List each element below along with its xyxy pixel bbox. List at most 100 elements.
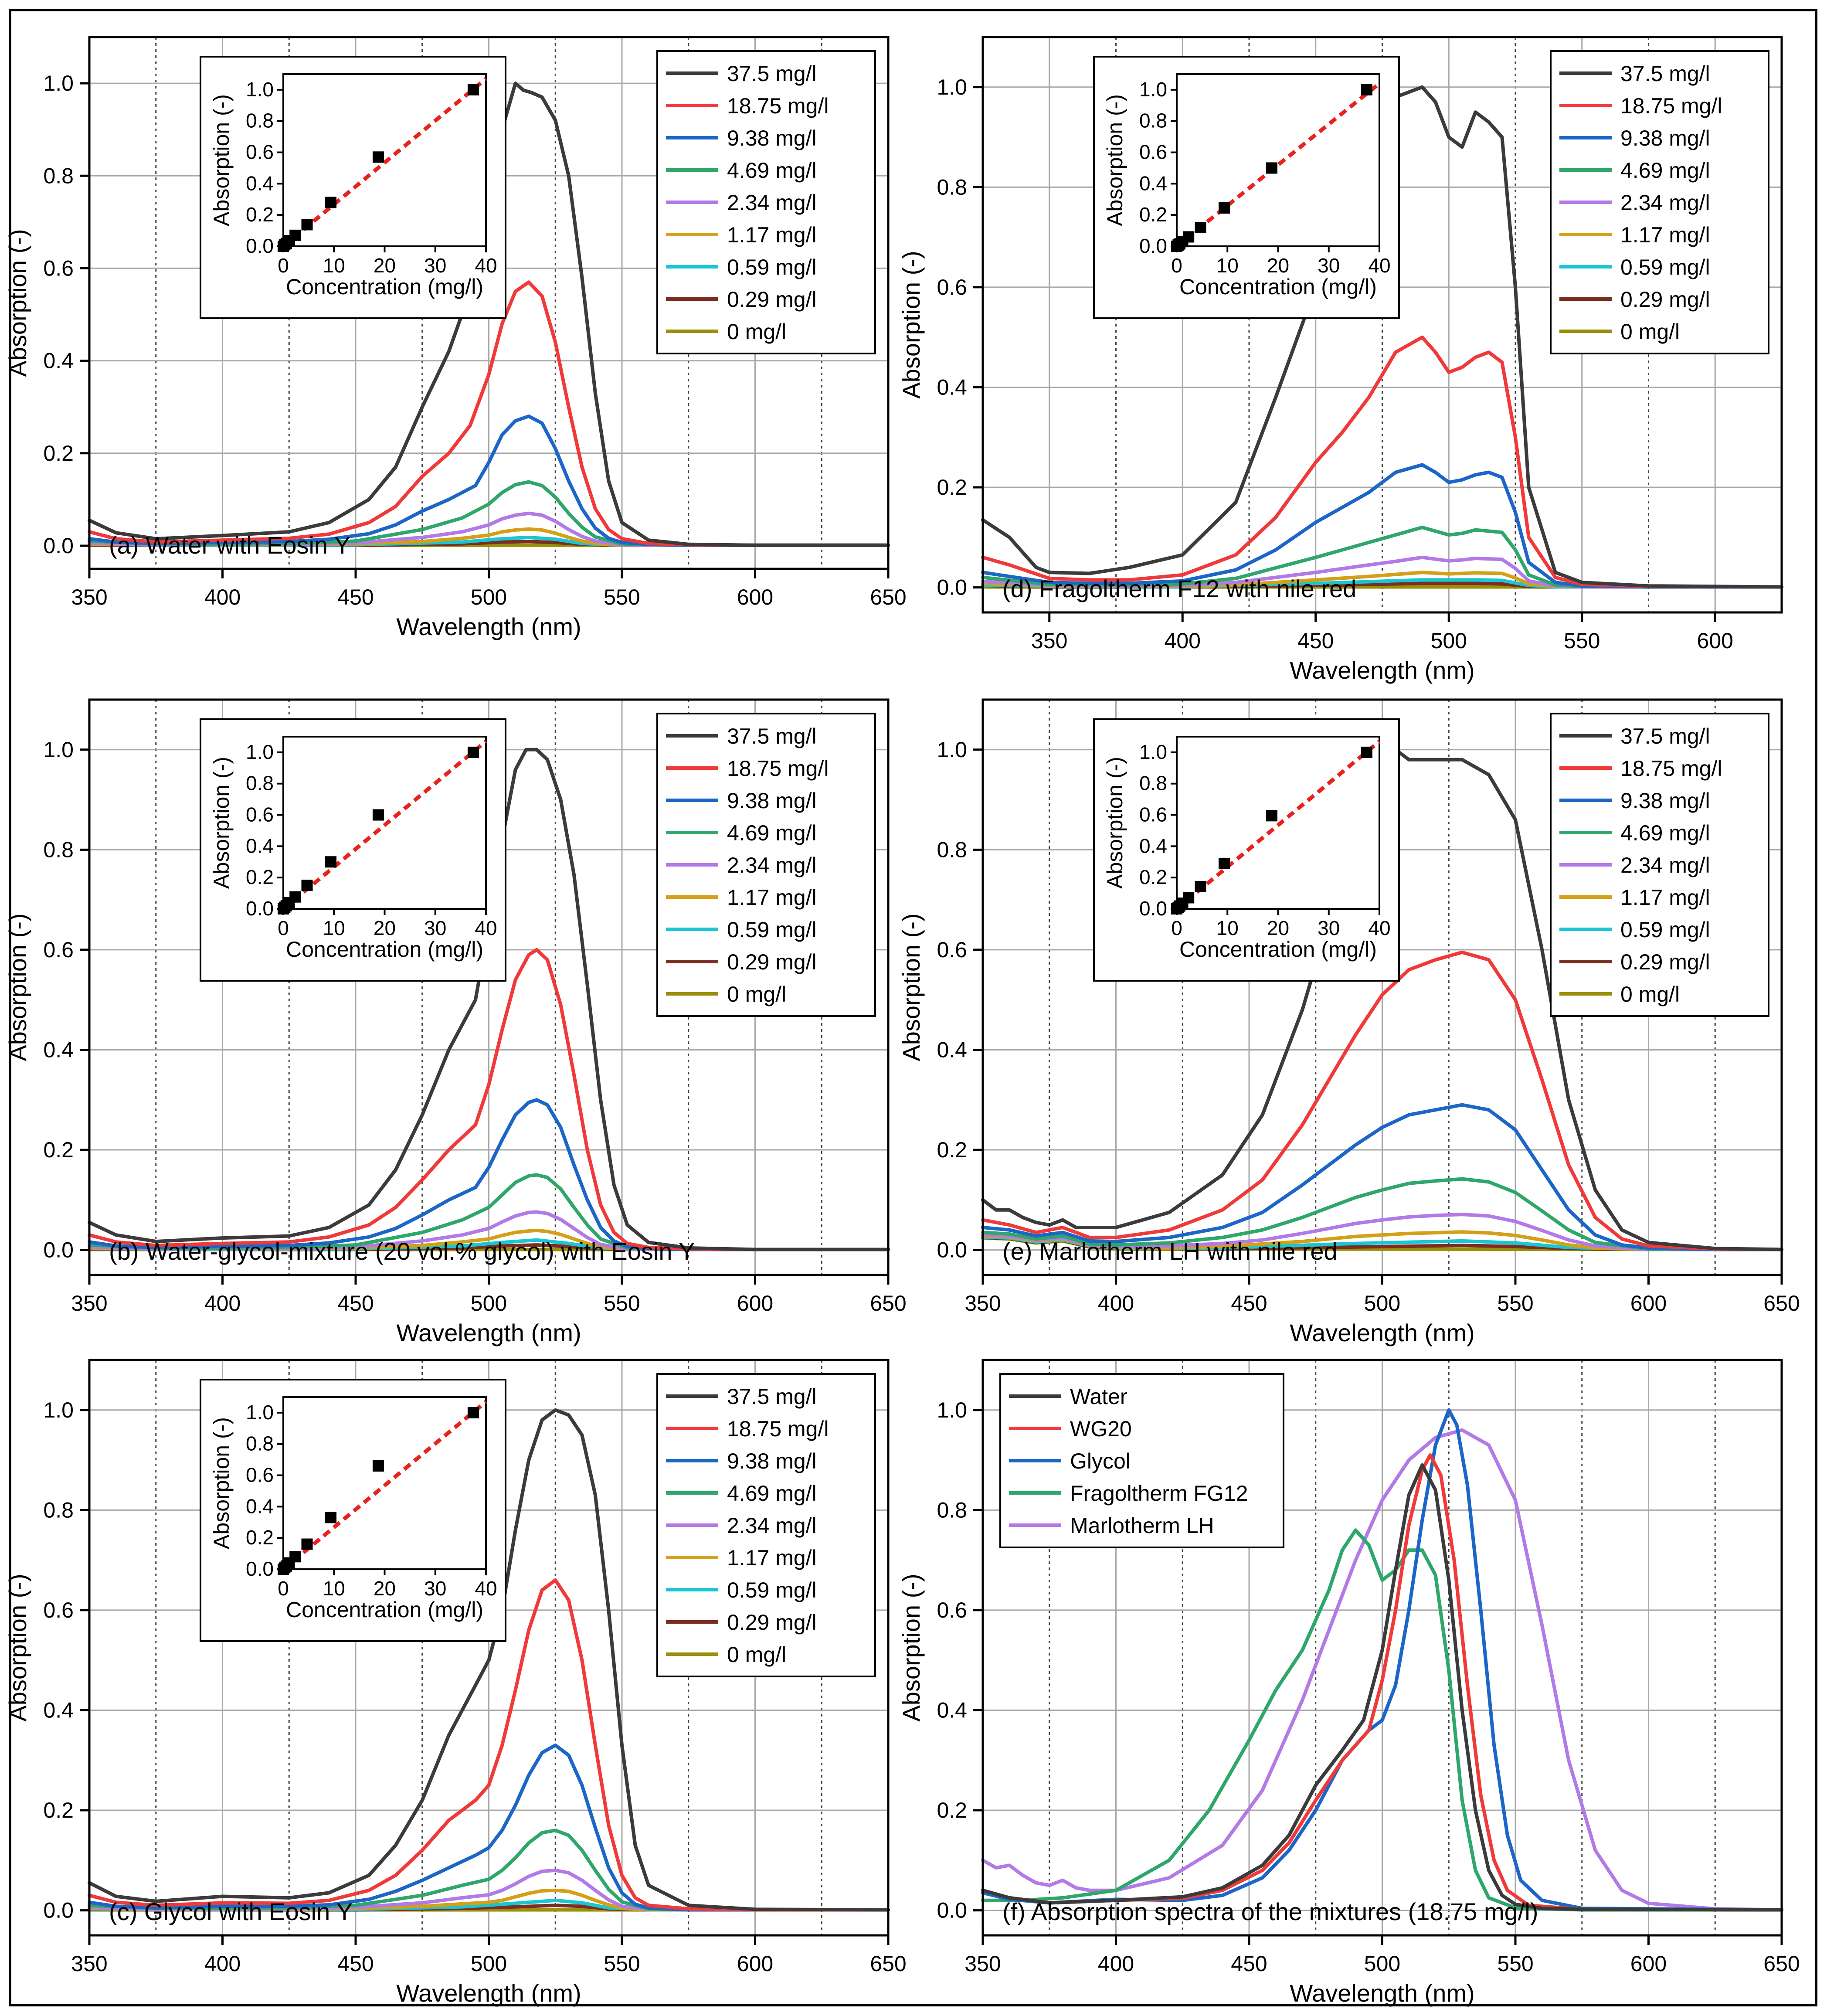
inset-data-point (1361, 746, 1372, 758)
series-line (981, 1528, 1783, 1912)
legend-label: 18.75 mg/l (1620, 756, 1722, 781)
legend-label: Water (1070, 1384, 1127, 1409)
x-tick-label: 400 (1098, 1951, 1134, 1976)
inset-x-tick-label: 0 (278, 917, 289, 939)
series-line (981, 1408, 1783, 1912)
inset-data-point (1195, 881, 1206, 893)
x-tick-label: 600 (1630, 1951, 1667, 1976)
y-tick-label: 0.0 (43, 534, 74, 558)
legend-label: 0.59 mg/l (1620, 255, 1710, 279)
inset-x-tick-label: 10 (323, 254, 345, 277)
x-axis-label: Wavelength (nm) (1290, 656, 1474, 684)
inset-data-point (289, 1551, 301, 1563)
inset-y-tick-label: 0.0 (246, 1557, 274, 1580)
series-line (88, 1173, 890, 1251)
legend-label: 0.29 mg/l (727, 950, 817, 974)
series-line (88, 1743, 890, 1912)
inset-data-point (372, 1460, 384, 1472)
inset-y-tick-label: 0.4 (246, 1495, 274, 1517)
inset-x-tick-label: 10 (323, 1577, 345, 1600)
inset-y-tick-label: 0.6 (1139, 803, 1167, 826)
y-tick-label: 0.6 (43, 1598, 74, 1622)
y-tick-label: 0.4 (43, 349, 74, 373)
legend-label: 0 mg/l (727, 982, 786, 1006)
inset-fit-line (282, 740, 487, 911)
x-tick-label: 400 (1165, 629, 1201, 653)
inset-fit-line (282, 77, 487, 248)
y-tick-label: 0.6 (43, 938, 74, 962)
x-tick-label: 400 (204, 1951, 241, 1976)
legend-label: 0.29 mg/l (1620, 287, 1710, 312)
inset-box (1093, 56, 1400, 319)
inset-y-tick-label: 0.6 (1139, 141, 1167, 163)
legend-label: 1.17 mg/l (727, 223, 817, 247)
y-axis-label: Absorption (-) (4, 913, 31, 1061)
series-line (88, 414, 890, 547)
inset-x-tick-label: 10 (323, 917, 345, 939)
inset-y-tick-label: 0.0 (246, 235, 274, 257)
inset-data-point (372, 151, 384, 163)
legend-label: 18.75 mg/l (727, 1417, 829, 1441)
legend-label: 9.38 mg/l (727, 789, 817, 813)
inset-x-tick-label: 20 (1267, 917, 1289, 939)
x-axis-label: Wavelength (nm) (1290, 1319, 1474, 1346)
inset-y-tick-label: 0.8 (246, 1432, 274, 1455)
x-tick-label: 550 (1497, 1291, 1533, 1316)
y-tick-label: 0.0 (43, 1898, 74, 1923)
inset-y-tick-label: 1.0 (246, 78, 274, 101)
legend-label: 0.29 mg/l (1620, 950, 1710, 974)
series-line (981, 463, 1783, 589)
inset-b: 0 10 20 30 40 0.0 0.2 0.4 0.6 0.8 1.0 Concentration… (200, 718, 506, 982)
x-tick-label: 400 (1098, 1291, 1134, 1316)
series-line (981, 335, 1783, 589)
legend-label: 2.34 mg/l (1620, 853, 1710, 877)
inset-fit-line (1175, 82, 1381, 248)
series-line (981, 1103, 1783, 1251)
series-group-d (981, 85, 1783, 589)
panel-a: 350 400 450 500 550 600 6500.00.20.40.60.81.0W… (4, 36, 907, 640)
inset-y-tick-label: 0.8 (1139, 109, 1167, 132)
inset-y-tick-label: 0.2 (1139, 866, 1167, 888)
y-tick-label: 0.2 (43, 1798, 74, 1822)
legend-b: 37.5 mg/l 18.75 mg/l 9.38 mg/l 4.69 mg/l 2.3… (656, 713, 876, 1017)
legend-label: 0 mg/l (1620, 320, 1680, 344)
legend-label: Fragoltherm FG12 (1070, 1481, 1248, 1506)
legend-label: 0.59 mg/l (1620, 918, 1710, 942)
legend-label: 1.17 mg/l (1620, 223, 1710, 247)
y-tick-label: 0.2 (43, 441, 74, 466)
y-tick-label: 0.6 (937, 938, 967, 962)
panel-e: 350 400 450 500 550 600 6500.00.20.40.60.81.0W… (897, 698, 1800, 1346)
inset-data-point (467, 1407, 479, 1418)
inset-x-axis-label: Concentration (mg/l) (286, 275, 483, 299)
legend-label: 9.38 mg/l (727, 126, 817, 150)
x-tick-label: 500 (1364, 1291, 1400, 1316)
x-tick-label: 650 (1763, 1951, 1800, 1976)
inset-data-point (372, 809, 384, 821)
series-line (88, 1408, 890, 1912)
inset-y-tick-label: 0.4 (1139, 172, 1167, 194)
legend-label: Glycol (1070, 1449, 1131, 1473)
inset-d: 0 10 20 30 40 0.0 0.2 0.4 0.6 0.8 1.0 Concentration… (1093, 56, 1400, 319)
y-tick-label: 0.2 (43, 1138, 74, 1162)
x-tick-label: 550 (604, 1291, 640, 1316)
x-tick-label: 450 (337, 585, 374, 609)
y-tick-label: 0.2 (937, 1798, 967, 1822)
inset-x-tick-label: 20 (1267, 254, 1289, 277)
inset-data-point (1361, 84, 1372, 95)
inset-data-point (325, 1512, 337, 1523)
inset-data-point (325, 856, 337, 868)
inset-y-tick-label: 0.6 (246, 803, 274, 826)
inset-y-tick-label: 1.0 (246, 741, 274, 763)
series-line (981, 1428, 1783, 1912)
x-tick-label: 600 (737, 585, 773, 609)
inset-c: 0 10 20 30 40 0.0 0.2 0.4 0.6 0.8 1.0 Concentration… (200, 1379, 506, 1642)
inset-y-tick-label: 1.0 (246, 1401, 274, 1424)
legend-label: 18.75 mg/l (1620, 94, 1722, 118)
y-axis-label: Absorption (-) (4, 1574, 31, 1721)
y-tick-label: 0.8 (43, 837, 74, 862)
x-tick-label: 550 (604, 585, 640, 609)
legend-label: 4.69 mg/l (727, 158, 817, 183)
y-tick-label: 1.0 (43, 738, 74, 762)
inset-x-tick-label: 40 (475, 917, 497, 939)
inset-x-axis-label: Concentration (mg/l) (286, 937, 483, 962)
